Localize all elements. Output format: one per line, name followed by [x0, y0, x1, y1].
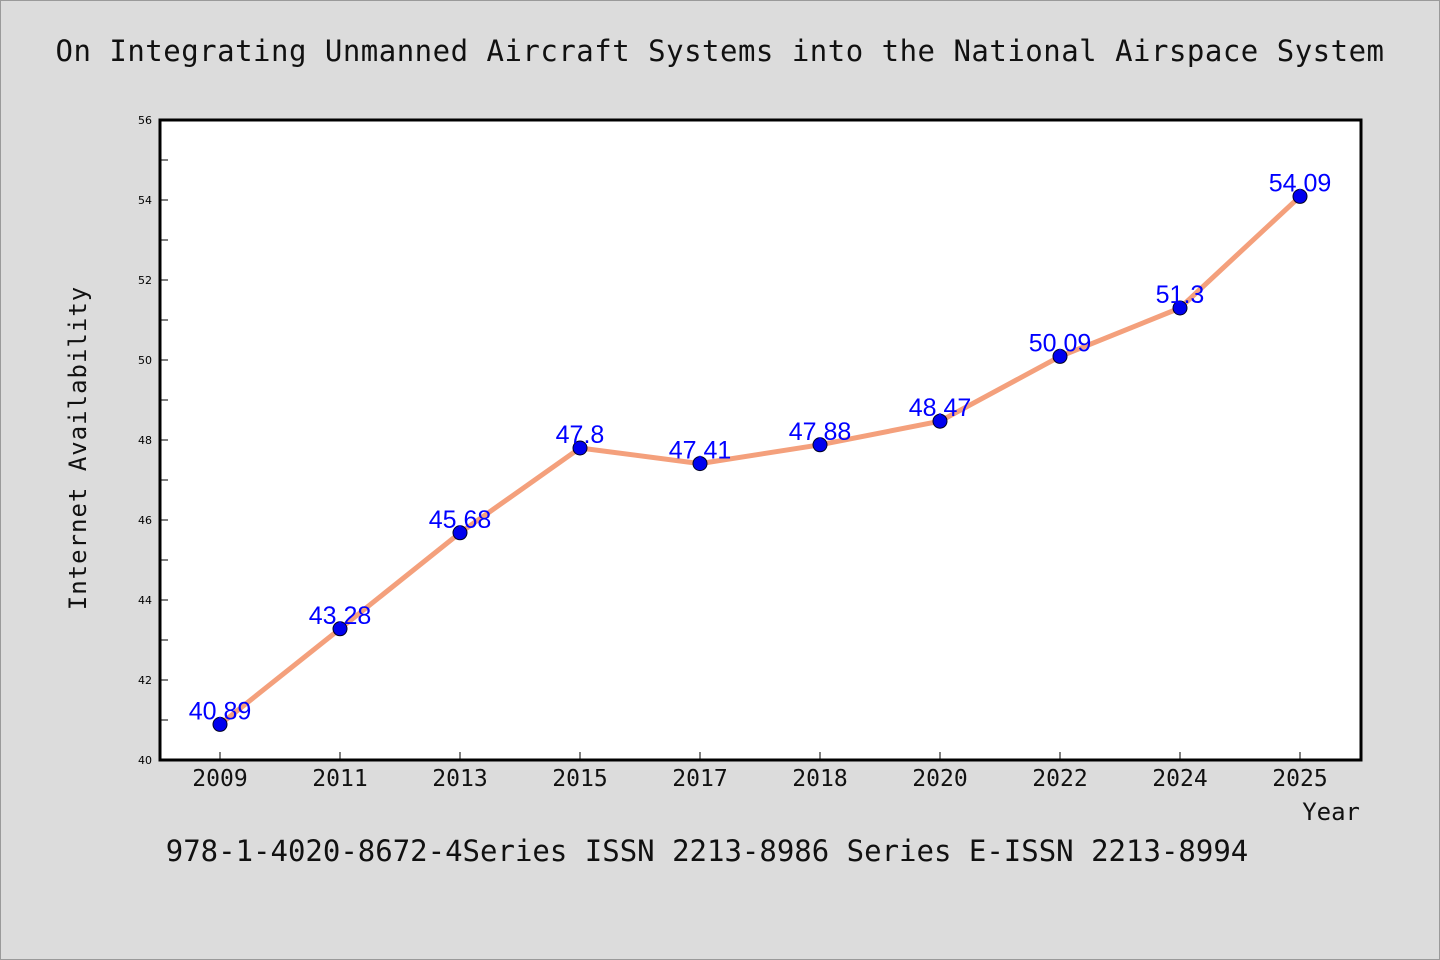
data-label: 50.09	[1029, 329, 1092, 357]
data-label: 51.3	[1156, 281, 1205, 309]
x-tick-label: 2018	[792, 766, 847, 792]
data-label: 43.28	[309, 602, 372, 630]
data-point	[212, 716, 228, 732]
data-point	[1052, 348, 1068, 364]
data-point	[332, 621, 348, 637]
data-markers	[212, 188, 1308, 732]
x-tick-label: 2017	[672, 766, 727, 792]
data-point	[452, 525, 468, 541]
y-tick-label: 56	[138, 114, 152, 127]
data-point	[812, 437, 828, 453]
x-axis: 2009 2011 2013 2015 2017 2018 2020 2022 2024 2025	[192, 752, 1328, 792]
x-tick-label: 2025	[1272, 766, 1327, 792]
data-point	[1292, 188, 1308, 204]
data-label: 48.47	[909, 394, 972, 422]
data-point	[932, 413, 948, 429]
series-line	[217, 193, 1303, 727]
data-labels: 40.89 43.28 45.68 47.8 47.41 47.88 48.47 50.09 5…	[189, 169, 1332, 725]
y-tick-label: 50	[138, 354, 152, 367]
y-tick-label: 40	[138, 754, 152, 767]
y-axis-label: Internet Availability	[64, 286, 92, 610]
y-tick-label: 54	[138, 194, 152, 207]
plot-area	[160, 120, 1361, 760]
data-label: 47.88	[789, 418, 852, 446]
data-point	[692, 456, 708, 472]
data-label: 45.68	[429, 506, 492, 534]
y-tick-label: 52	[138, 274, 152, 287]
x-tick-label: 2015	[552, 766, 607, 792]
footer-text: 978-1-4020-8672-4Series ISSN 2213-8986 S…	[165, 834, 1249, 868]
y-tick-label: 42	[138, 674, 152, 687]
x-tick-label: 2024	[1152, 766, 1207, 792]
data-label: 47.41	[669, 437, 732, 465]
x-axis-label: Year	[1302, 798, 1360, 826]
x-tick-label: 2022	[1032, 766, 1087, 792]
x-tick-label: 2009	[192, 766, 247, 792]
y-tick-label: 44	[138, 594, 152, 607]
y-tick-label: 46	[138, 514, 152, 527]
x-tick-label: 2020	[912, 766, 967, 792]
data-label: 40.89	[189, 697, 252, 725]
y-axis: 40 42 44 46 48 50 52 54 56	[138, 114, 168, 767]
data-label: 47.8	[556, 421, 605, 449]
x-tick-label: 2011	[312, 766, 367, 792]
plot-border	[158, 118, 1363, 762]
data-label: 54.09	[1269, 169, 1332, 197]
data-point	[572, 440, 588, 456]
y-tick-label: 48	[138, 434, 152, 447]
chart-title: On Integrating Unmanned Aircraft Systems…	[55, 34, 1385, 68]
data-point	[1172, 300, 1188, 316]
x-tick-label: 2013	[432, 766, 487, 792]
